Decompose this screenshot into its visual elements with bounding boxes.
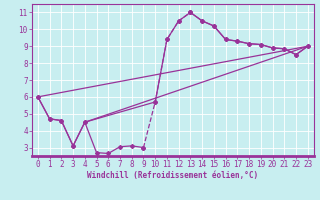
X-axis label: Windchill (Refroidissement éolien,°C): Windchill (Refroidissement éolien,°C) (87, 171, 258, 180)
